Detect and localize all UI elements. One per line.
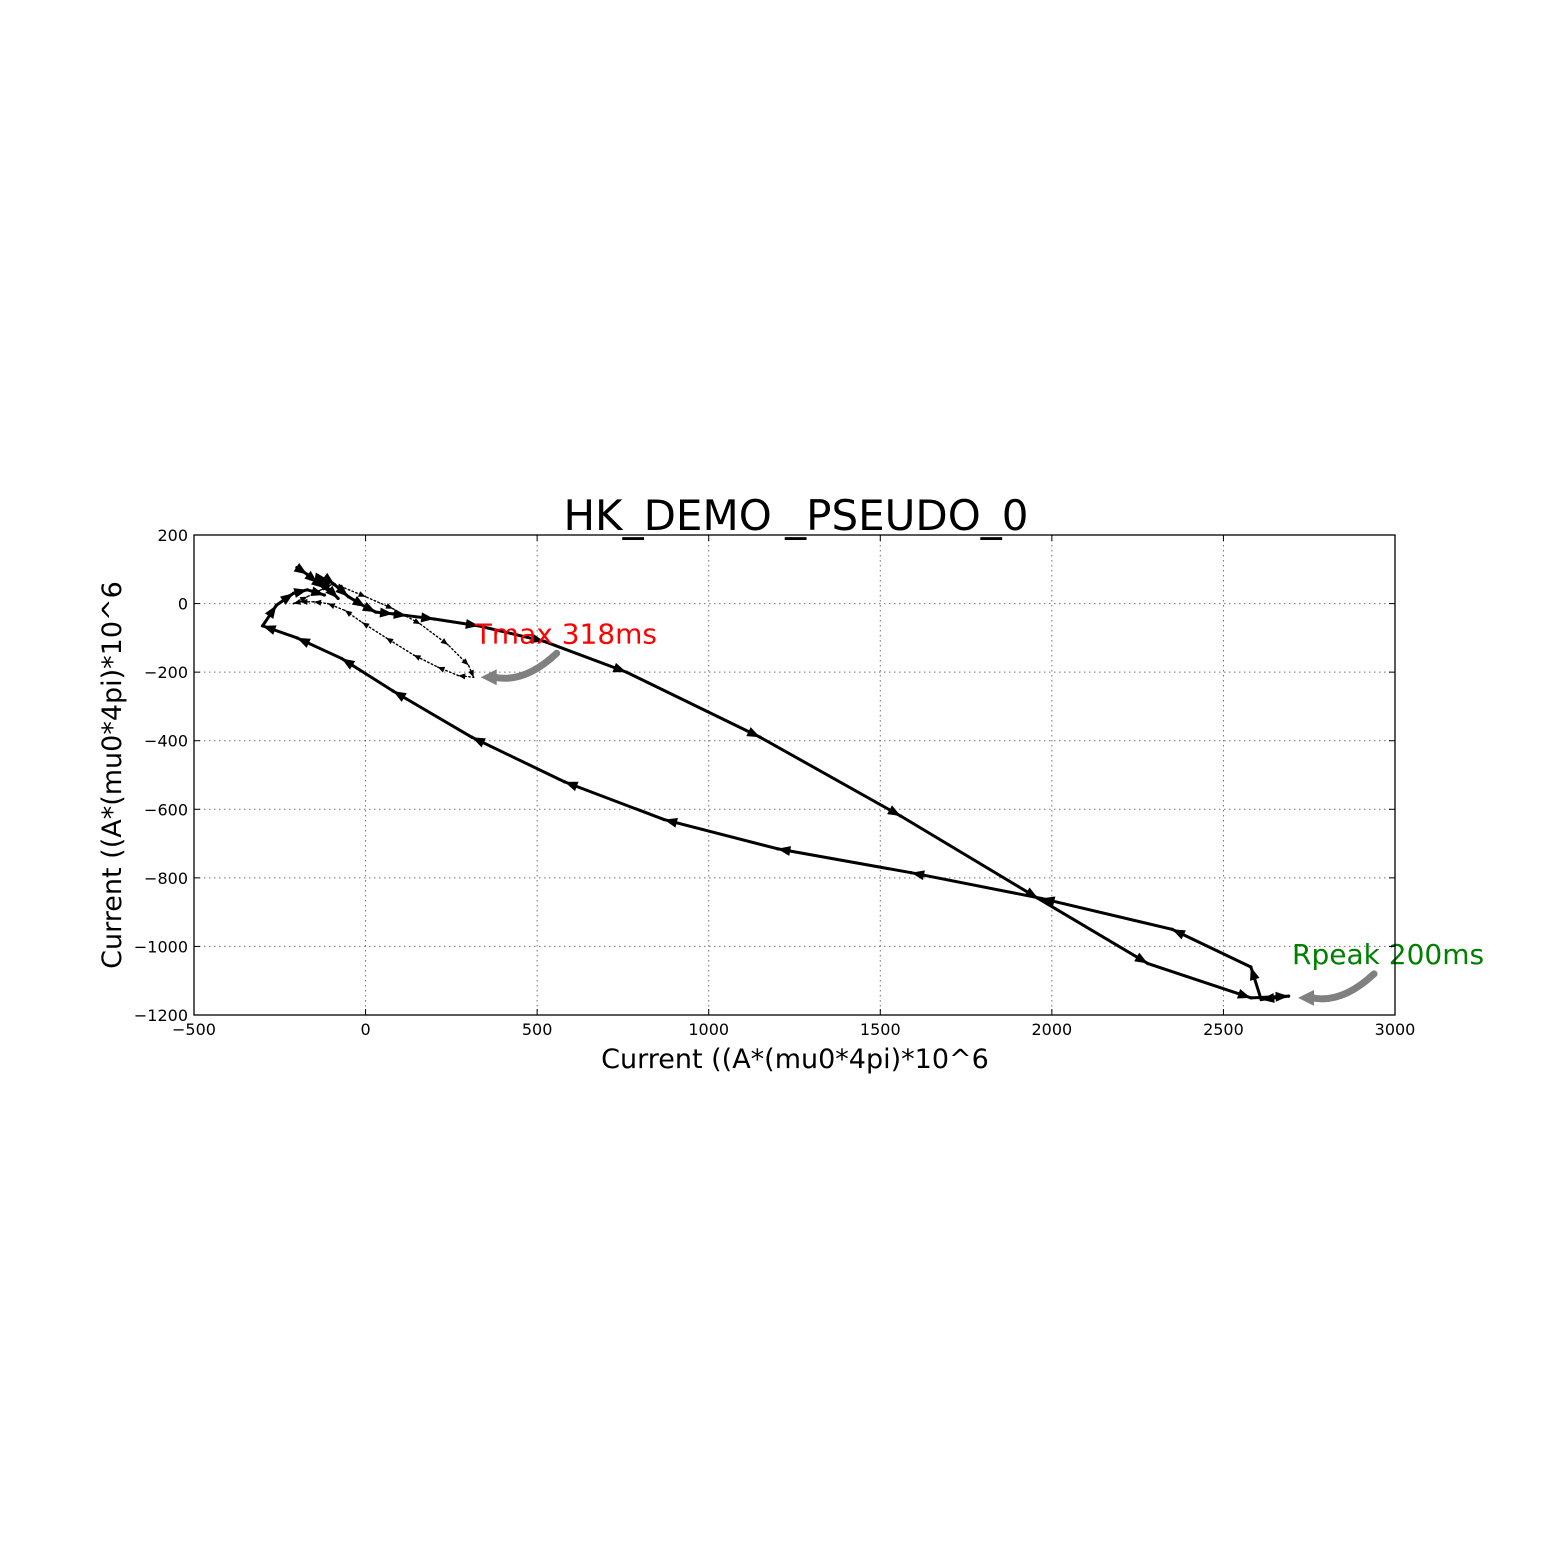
direction-arrow <box>440 638 448 645</box>
direction-arrow <box>1134 952 1148 964</box>
x-tick-label: 1000 <box>688 1020 729 1039</box>
data-point <box>1287 994 1291 998</box>
direction-arrow <box>313 589 321 596</box>
direction-arrow <box>262 625 277 635</box>
direction-arrow <box>777 846 792 856</box>
direction-arrow <box>317 577 331 591</box>
plot-area-frame <box>193 534 1396 1016</box>
direction-arrow <box>1171 929 1186 940</box>
direction-arrow <box>299 596 308 603</box>
direction-arrow <box>1024 887 1039 899</box>
data-point <box>477 624 481 628</box>
y-tick-label: 0 <box>178 595 188 614</box>
x-tick-label: 1500 <box>860 1020 901 1039</box>
annotation-arrow-shaft <box>491 649 561 682</box>
x-tick-label: 0 <box>360 1020 370 1039</box>
direction-arrow <box>279 593 294 605</box>
direction-arrow <box>323 584 332 591</box>
annotation-label-2: Rpeak 200ms <box>1292 938 1484 971</box>
direction-arrow <box>335 584 349 597</box>
direction-arrow <box>530 633 545 644</box>
direction-arrow <box>746 727 761 738</box>
direction-arrow <box>293 588 308 598</box>
direction-arrow <box>337 583 345 590</box>
direction-arrow <box>264 605 277 619</box>
direction-arrow <box>420 612 435 623</box>
direction-arrow <box>344 610 353 617</box>
direction-arrow <box>468 669 474 678</box>
direction-arrow <box>412 618 421 625</box>
direction-arrow <box>314 599 322 606</box>
direction-arrow <box>357 591 366 597</box>
y-tick-label: 200 <box>157 526 188 545</box>
data-point <box>624 670 628 674</box>
direction-arrow <box>471 737 486 748</box>
direction-arrow <box>293 598 302 605</box>
x-axis-label: Current ((A*(mu0*4pi)*10^6 <box>601 1044 989 1075</box>
direction-arrow <box>564 781 579 792</box>
y-tick-label: −600 <box>144 800 188 819</box>
direction-arrow <box>362 601 376 613</box>
x-tick-label: 2000 <box>1031 1020 1072 1039</box>
direction-arrow <box>379 607 394 618</box>
y-tick-label: −400 <box>144 732 188 751</box>
tick-labels: −500 0 500 1000 1500 2000 2500 30002000−200−400… <box>134 526 1415 1039</box>
grid <box>194 535 1395 1015</box>
direction-arrow <box>325 585 339 599</box>
direction-arrow <box>612 662 627 673</box>
direction-arrow <box>458 673 466 680</box>
data-point <box>562 780 567 784</box>
direction-arrow <box>341 658 356 670</box>
x-tick-label: 500 <box>522 1020 553 1039</box>
annotation-arrow-head <box>1298 989 1315 1006</box>
direction-arrow <box>465 618 479 629</box>
data-point <box>305 588 309 592</box>
x-tick-label: −500 <box>172 1020 216 1039</box>
direction-arrow <box>327 603 336 609</box>
data-point <box>775 847 779 851</box>
direction-arrow <box>304 570 318 583</box>
y-axis-label: Current ((A*(mu0*4pi)*10^6 <box>97 581 128 969</box>
data-point <box>542 639 546 643</box>
data-point <box>909 871 913 875</box>
direction-arrow <box>300 598 308 605</box>
y-tick-label: −200 <box>144 663 188 682</box>
direction-arrow <box>911 870 925 881</box>
chart-title: HK_DEMO _PSEUDO_0 <box>563 491 1028 540</box>
y-tick-label: −800 <box>144 869 188 888</box>
data-point <box>1249 996 1253 1000</box>
direction-arrow <box>437 666 446 673</box>
y-tick-label: −1200 <box>134 1006 188 1025</box>
direction-arrow <box>461 658 469 666</box>
direction-arrow <box>386 637 394 645</box>
y-tick-label: −1000 <box>134 937 188 956</box>
direction-arrow <box>393 691 407 702</box>
annotation-arrow-head <box>480 669 497 686</box>
x-tick-label: 3000 <box>1375 1020 1416 1039</box>
direction-arrow <box>351 596 366 607</box>
data-point <box>261 624 265 628</box>
direction-arrow <box>393 608 407 619</box>
direction-arrow <box>296 637 311 648</box>
annotations: Tmax 318ms Rpeak 200ms <box>474 617 1484 1006</box>
direction-arrow <box>413 655 422 661</box>
direction-arrow <box>1275 991 1289 1002</box>
direction-arrow <box>321 572 335 585</box>
direction-arrow <box>293 563 308 575</box>
x-tick-label: 2500 <box>1203 1020 1244 1039</box>
annotation-arrow-shaft <box>1308 970 1378 1003</box>
direction-arrow <box>664 817 678 828</box>
direction-arrow <box>1041 896 1056 907</box>
direction-arrow <box>1261 992 1275 1003</box>
direction-arrow <box>362 622 370 629</box>
direction-arrow <box>1250 967 1260 981</box>
annotation-label-1: Tmax 318ms <box>474 617 657 650</box>
direction-arrow <box>887 805 901 817</box>
direction-arrows <box>262 563 1289 1003</box>
direction-arrow <box>385 603 394 609</box>
direction-arrow <box>1236 989 1251 999</box>
